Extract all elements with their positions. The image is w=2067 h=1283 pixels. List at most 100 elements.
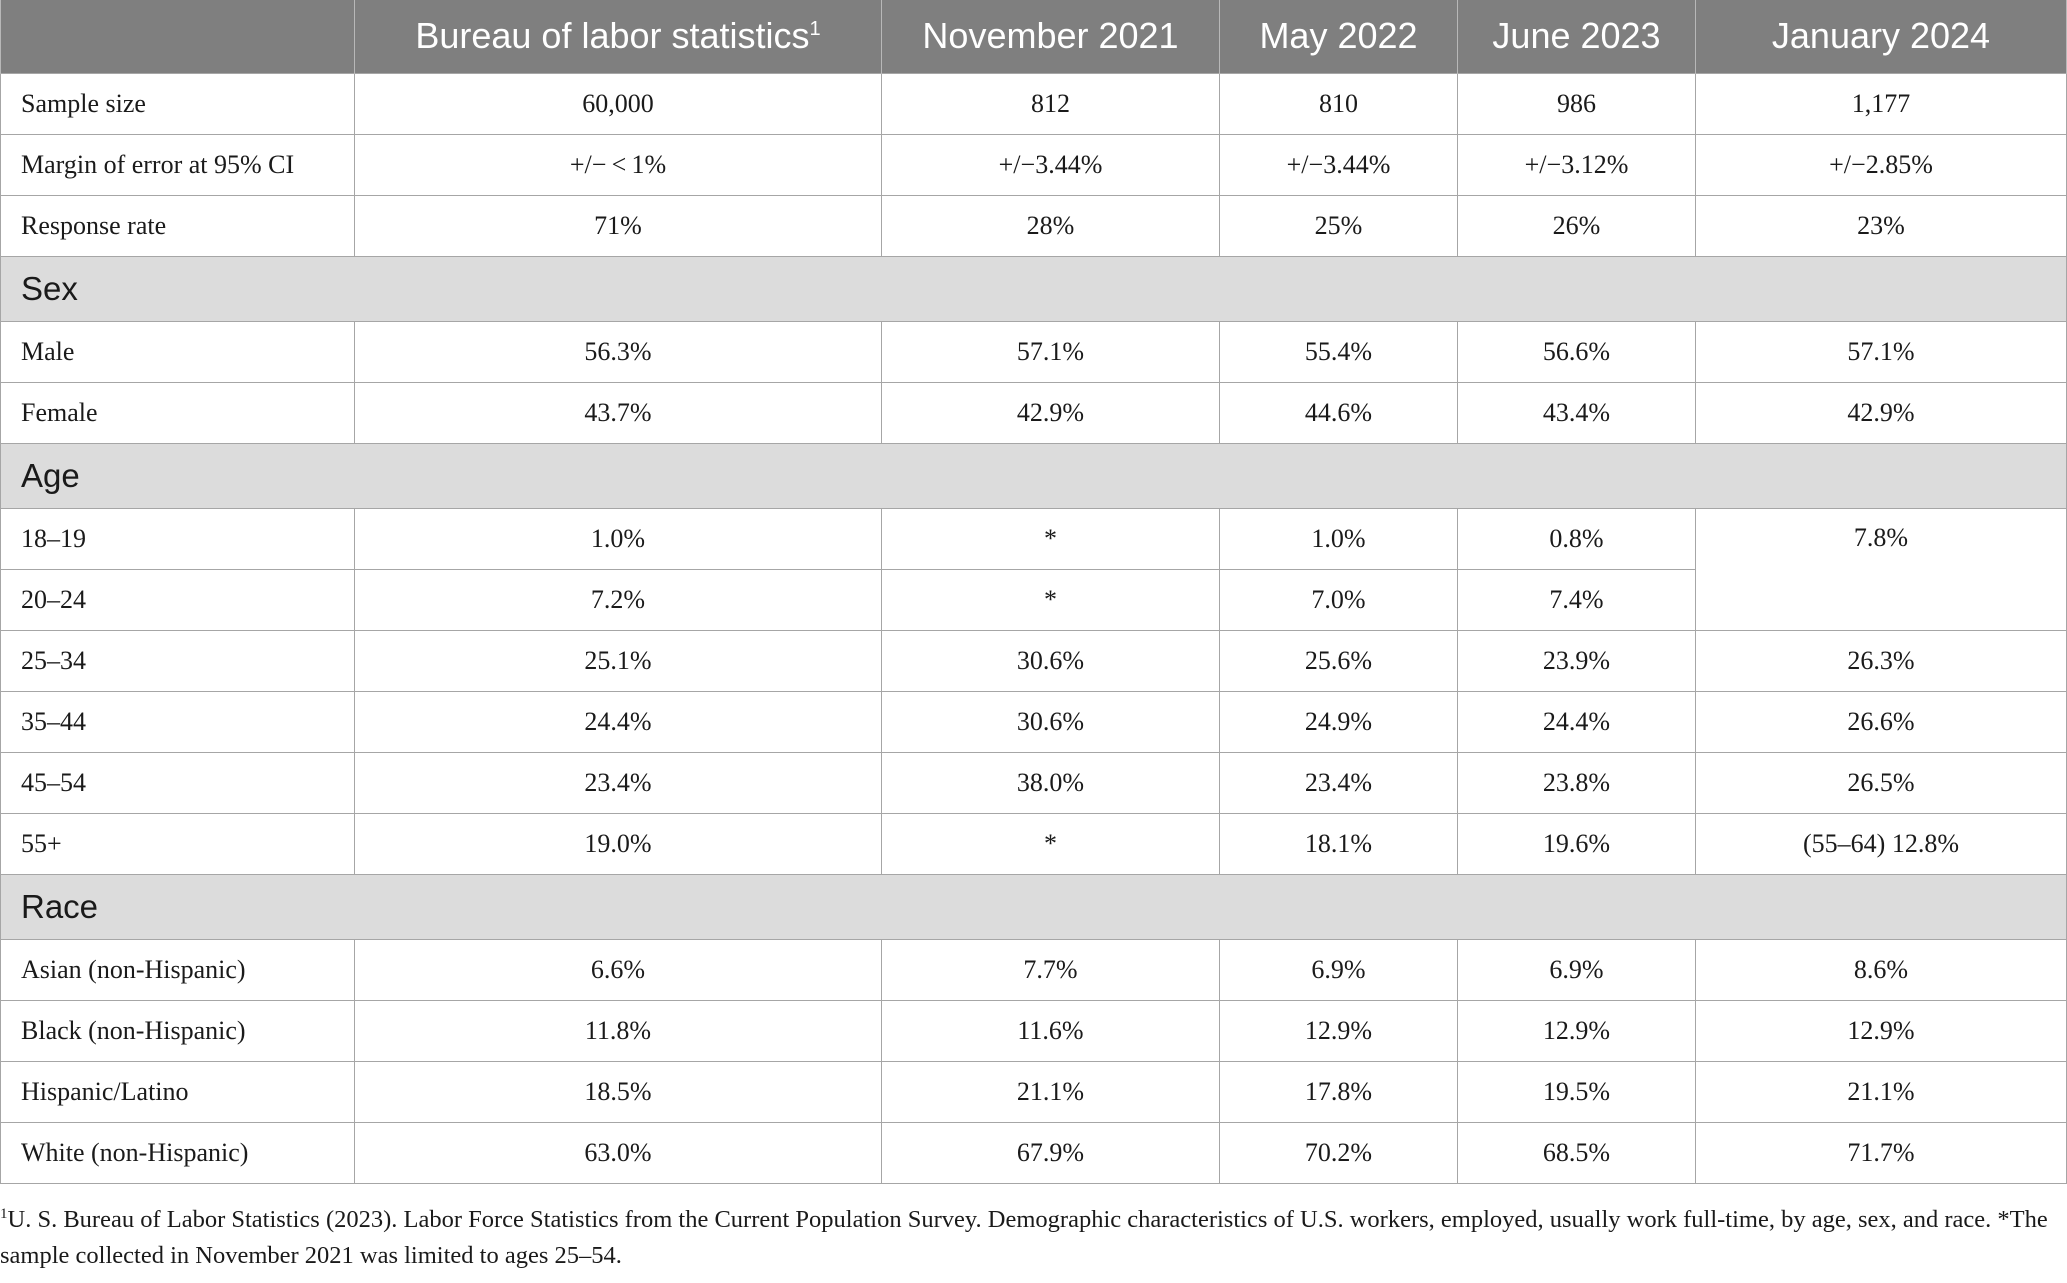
table-row-age-45-54: 45–54 23.4% 38.0% 23.4% 23.8% 26.5% [0, 751, 2067, 814]
section-header-sex: Sex [0, 255, 2067, 322]
section-title-race: Race [0, 873, 2067, 940]
row-label: 20–24 [0, 568, 355, 631]
cell-bls: 23.4% [354, 751, 882, 814]
cell-may2022: +/−3.44% [1219, 133, 1458, 196]
cell-nov2021: 812 [881, 72, 1220, 135]
cell-jun2023: 24.4% [1457, 690, 1696, 753]
cell-nov2021: 57.1% [881, 320, 1220, 383]
table-row-response-rate: Response rate 71% 28% 25% 26% 23% [0, 194, 2067, 257]
header-cell-bls: Bureau of labor statistics1 [354, 0, 882, 73]
row-label: 25–34 [0, 629, 355, 692]
row-label: Male [0, 320, 355, 383]
cell-bls: 71% [354, 194, 882, 257]
cell-jun2023: 986 [1457, 72, 1696, 135]
cell-jun2023: 68.5% [1457, 1121, 1696, 1184]
cell-bls: 56.3% [354, 320, 882, 383]
demographics-table: Bureau of labor statistics1 November 202… [0, 0, 2067, 1184]
header-row: Bureau of labor statistics1 November 202… [0, 0, 2067, 73]
cell-jan2024-merged: 7.8% [1695, 507, 2067, 631]
header-cell-blank [0, 0, 355, 73]
row-label: White (non-Hispanic) [0, 1121, 355, 1184]
table-row-age-18-19: 18–19 1.0% * 1.0% 0.8% 7.8% [0, 507, 2067, 631]
cell-may2022: 24.9% [1219, 690, 1458, 753]
cell-jun2023: 26% [1457, 194, 1696, 257]
cell-jan2024: (55–64) 12.8% [1695, 812, 2067, 875]
cell-jun2023: 56.6% [1457, 320, 1696, 383]
table-row-age-55-plus: 55+ 19.0% * 18.1% 19.6% (55–64) 12.8% [0, 812, 2067, 875]
cell-nov2021: 28% [881, 194, 1220, 257]
cell-nov2021: 30.6% [881, 629, 1220, 692]
section-title-sex: Sex [0, 255, 2067, 322]
row-label: 18–19 [0, 507, 355, 570]
cell-may2022: 7.0% [1219, 568, 1458, 631]
cell-nov2021: * [881, 507, 1220, 570]
cell-may2022: 25.6% [1219, 629, 1458, 692]
row-label: Margin of error at 95% CI [0, 133, 355, 196]
cell-bls: 60,000 [354, 72, 882, 135]
cell-nov2021: +/−3.44% [881, 133, 1220, 196]
header-cell-jan2024: January 2024 [1695, 0, 2067, 73]
footnote-text: U. S. Bureau of Labor Statistics (2023).… [0, 1206, 2048, 1269]
cell-may2022: 23.4% [1219, 751, 1458, 814]
row-label: Female [0, 381, 355, 444]
cell-jun2023: 7.4% [1457, 568, 1696, 631]
cell-jun2023: 19.5% [1457, 1060, 1696, 1123]
table-row-female: Female 43.7% 42.9% 44.6% 43.4% 42.9% [0, 381, 2067, 444]
cell-may2022: 25% [1219, 194, 1458, 257]
table-row-hispanic: Hispanic/Latino 18.5% 21.1% 17.8% 19.5% … [0, 1060, 2067, 1123]
cell-may2022: 810 [1219, 72, 1458, 135]
cell-jun2023: +/−3.12% [1457, 133, 1696, 196]
cell-jun2023: 43.4% [1457, 381, 1696, 444]
cell-jan2024: 1,177 [1695, 72, 2067, 135]
cell-jan2024: +/−2.85% [1695, 133, 2067, 196]
row-label: Hispanic/Latino [0, 1060, 355, 1123]
table-row-black: Black (non-Hispanic) 11.8% 11.6% 12.9% 1… [0, 999, 2067, 1062]
cell-jun2023: 0.8% [1457, 507, 1696, 570]
cell-nov2021: 30.6% [881, 690, 1220, 753]
cell-jun2023: 6.9% [1457, 938, 1696, 1001]
cell-nov2021: 21.1% [881, 1060, 1220, 1123]
row-label: Asian (non-Hispanic) [0, 938, 355, 1001]
cell-may2022: 18.1% [1219, 812, 1458, 875]
cell-jan2024: 26.5% [1695, 751, 2067, 814]
cell-jan2024: 12.9% [1695, 999, 2067, 1062]
cell-jan2024: 26.6% [1695, 690, 2067, 753]
cell-nov2021: 67.9% [881, 1121, 1220, 1184]
table-row-sample-size: Sample size 60,000 812 810 986 1,177 [0, 72, 2067, 135]
table-row-male: Male 56.3% 57.1% 55.4% 56.6% 57.1% [0, 320, 2067, 383]
row-label: Response rate [0, 194, 355, 257]
cell-may2022: 17.8% [1219, 1060, 1458, 1123]
cell-bls: 63.0% [354, 1121, 882, 1184]
cell-jan2024: 23% [1695, 194, 2067, 257]
cell-jun2023: 12.9% [1457, 999, 1696, 1062]
row-label: 35–44 [0, 690, 355, 753]
cell-jan2024: 71.7% [1695, 1121, 2067, 1184]
cell-jan2024: 42.9% [1695, 381, 2067, 444]
table-footnote: 1U. S. Bureau of Labor Statistics (2023)… [0, 1202, 2060, 1274]
cell-jan2024: 57.1% [1695, 320, 2067, 383]
cell-bls: +/− < 1% [354, 133, 882, 196]
cell-bls: 11.8% [354, 999, 882, 1062]
cell-bls: 7.2% [354, 568, 882, 631]
cell-may2022: 44.6% [1219, 381, 1458, 444]
header-bls-footnote-marker: 1 [809, 18, 821, 41]
footnote-marker: 1 [0, 1205, 8, 1222]
cell-nov2021: * [881, 568, 1220, 631]
section-header-race: Race [0, 873, 2067, 940]
cell-may2022: 1.0% [1219, 507, 1458, 570]
cell-jan2024: 21.1% [1695, 1060, 2067, 1123]
cell-nov2021: 11.6% [881, 999, 1220, 1062]
table-row-asian: Asian (non-Hispanic) 6.6% 7.7% 6.9% 6.9%… [0, 938, 2067, 1001]
table-row-age-20-24: 20–24 7.2% * 7.0% 7.4% [0, 568, 2067, 631]
cell-bls: 18.5% [354, 1060, 882, 1123]
cell-bls: 6.6% [354, 938, 882, 1001]
demographics-table-container: Bureau of labor statistics1 November 202… [0, 0, 2067, 1184]
section-header-age: Age [0, 442, 2067, 509]
row-label: 45–54 [0, 751, 355, 814]
cell-jun2023: 23.9% [1457, 629, 1696, 692]
table-row-age-25-34: 25–34 25.1% 30.6% 25.6% 23.9% 26.3% [0, 629, 2067, 692]
section-title-age: Age [0, 442, 2067, 509]
header-cell-nov2021: November 2021 [881, 0, 1220, 73]
cell-jan2024: 26.3% [1695, 629, 2067, 692]
cell-bls: 19.0% [354, 812, 882, 875]
